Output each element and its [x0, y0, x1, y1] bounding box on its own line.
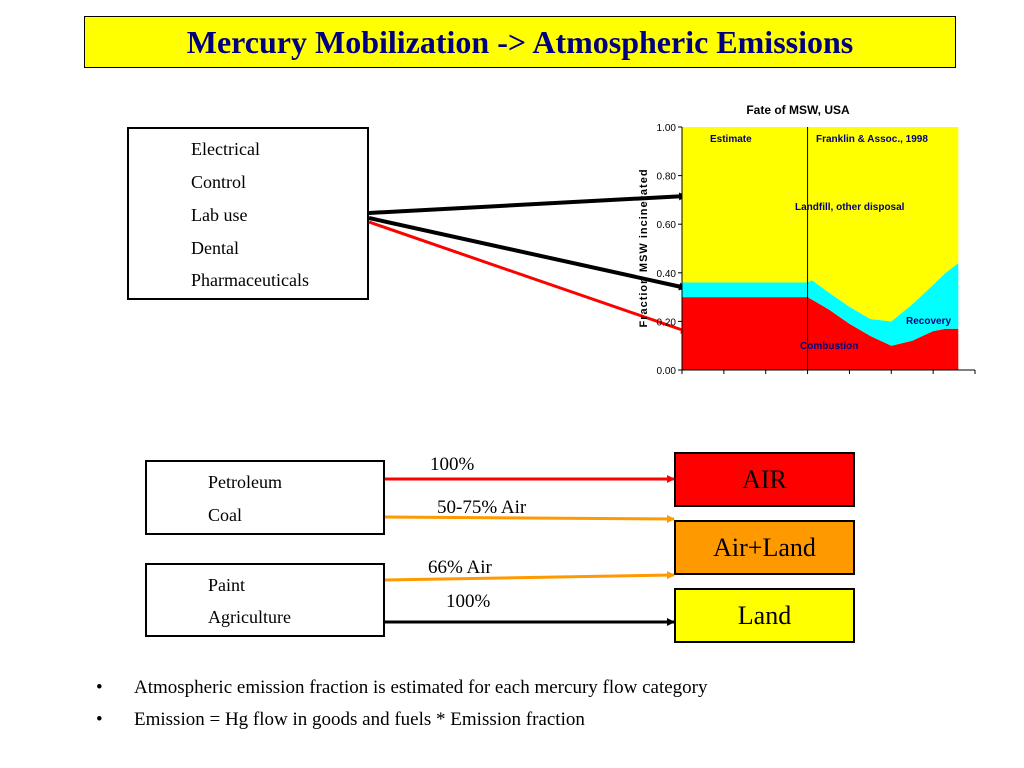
x-tick-label: 1970: [838, 391, 861, 392]
bullet-text: Atmospheric emission fraction is estimat…: [134, 677, 708, 698]
annotation-combustion: Combustion: [800, 341, 858, 352]
y-tick-label: 0.20: [657, 317, 677, 328]
y-tick-label: 0.80: [657, 172, 677, 183]
bullet-item: • Emission = Hg flow in goods and fuels …: [96, 704, 708, 736]
dest-air-label: AIR: [742, 464, 787, 494]
x-tick-label: 1940: [713, 391, 736, 392]
x-tick-label: 1930: [671, 391, 694, 392]
label-petroleum-air: 100%: [430, 454, 475, 475]
annotation-franklin: Franklin & Assoc., 1998: [816, 134, 928, 145]
annotation-landfill: Landfill, other disposal: [795, 202, 905, 213]
use-lab: Lab use: [191, 205, 248, 225]
slide-title: Mercury Mobilization -> Atmospheric Emis…: [84, 16, 956, 68]
label-coal-airland: 50-75% Air: [437, 497, 527, 518]
use-dental: Dental: [191, 238, 239, 258]
product-uses-box: Electrical Control Lab use Dental Pharma…: [127, 127, 369, 300]
source-coal: Coal: [208, 505, 242, 525]
paint-agriculture-box: Paint Agriculture: [145, 563, 385, 637]
area-landfill: [682, 127, 959, 322]
y-tick-label: 0.40: [657, 269, 677, 280]
dest-air-land: Air+Land: [674, 520, 855, 575]
use-electrical: Electrical: [191, 139, 260, 159]
bullet-marker: •: [96, 677, 103, 698]
x-tick-label: 1960: [796, 391, 819, 392]
x-tick-label: 1980: [880, 391, 903, 392]
x-tick-label: 1950: [755, 391, 778, 392]
label-paint-airland: 66% Air: [428, 557, 492, 578]
source-agriculture: Agriculture: [208, 607, 291, 627]
area-combustion: [682, 297, 959, 370]
bullet-text: Emission = Hg flow in goods and fuels * …: [134, 709, 585, 730]
y-tick-label: 1.00: [657, 123, 677, 134]
annotation-estimate: Estimate: [710, 134, 752, 145]
bullet-item: • Atmospheric emission fraction is estim…: [96, 672, 708, 704]
y-tick-label: 0.60: [657, 220, 677, 231]
annotation-recovery: Recovery: [906, 316, 951, 327]
chart-title: Fate of MSW, USA: [746, 103, 850, 117]
msw-fate-chart: Fate of MSW, USA 0.00 0.20 0.40 0.60 0.80 1.0…: [638, 103, 987, 392]
arrow-coal-to-airland: [384, 514, 675, 523]
bullet-list: • Atmospheric emission fraction is estim…: [96, 672, 708, 736]
use-control: Control: [191, 172, 247, 192]
use-pharmaceuticals: Pharmaceuticals: [191, 270, 309, 290]
dest-air: AIR: [674, 452, 855, 507]
source-petroleum: Petroleum: [208, 472, 282, 492]
x-tick-label: 2000: [964, 391, 987, 392]
label-agriculture-land: 100%: [446, 591, 491, 612]
source-paint: Paint: [208, 575, 246, 595]
x-tick-label: 1990: [922, 391, 945, 392]
dest-air-land-label: Air+Land: [713, 532, 816, 562]
y-tick-label: 0.00: [657, 366, 677, 377]
fuels-box: Petroleum Coal: [145, 460, 385, 535]
bullet-marker: •: [96, 709, 103, 730]
area-recovery: [682, 263, 959, 346]
chart-ylabel: Fraction MSW incinerated: [638, 168, 650, 327]
slide-title-text: Mercury Mobilization -> Atmospheric Emis…: [186, 23, 854, 60]
dest-land-label: Land: [737, 600, 792, 630]
dest-land: Land: [674, 588, 855, 643]
